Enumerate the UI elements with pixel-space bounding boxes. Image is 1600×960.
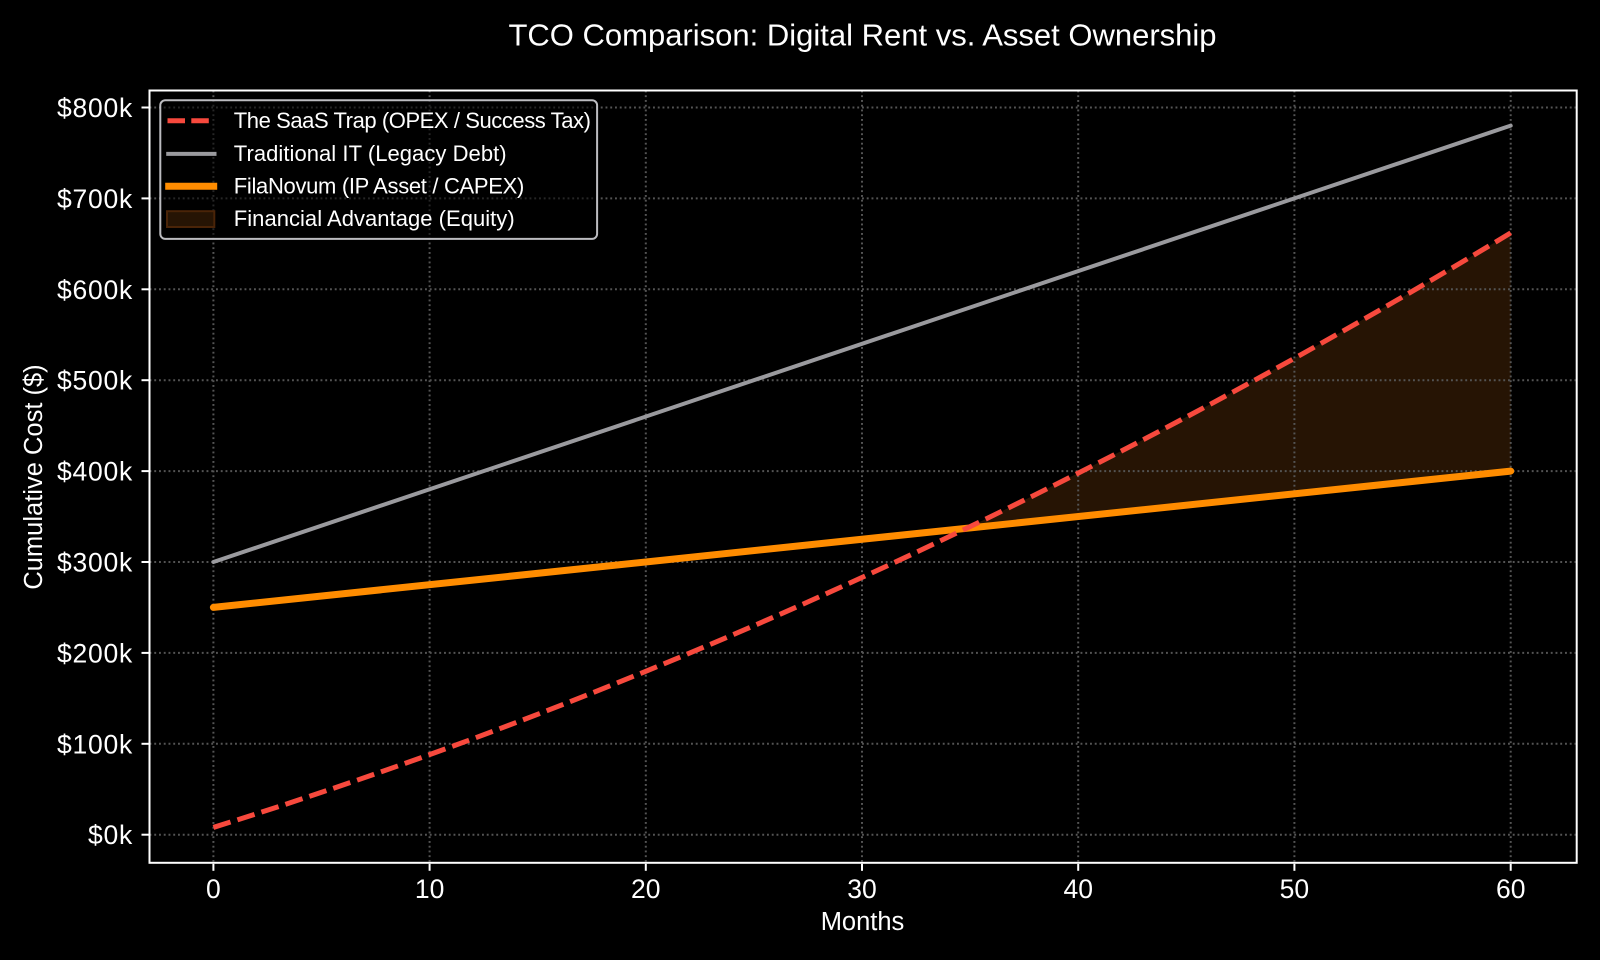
svg-text:30: 30 <box>847 874 876 904</box>
svg-text:40: 40 <box>1063 874 1092 904</box>
svg-text:$700k: $700k <box>57 184 133 214</box>
svg-text:$300k: $300k <box>57 548 133 578</box>
svg-text:Traditional IT (Legacy Debt): Traditional IT (Legacy Debt) <box>234 141 507 166</box>
svg-text:$500k: $500k <box>57 366 133 396</box>
svg-text:$800k: $800k <box>57 93 133 123</box>
svg-text:0: 0 <box>206 874 221 904</box>
svg-text:$400k: $400k <box>57 457 133 487</box>
svg-text:50: 50 <box>1280 874 1309 904</box>
svg-text:FilaNovum (IP Asset / CAPEX): FilaNovum (IP Asset / CAPEX) <box>234 174 524 199</box>
svg-text:$100k: $100k <box>57 729 133 759</box>
svg-text:TCO Comparison: Digital Rent v: TCO Comparison: Digital Rent vs. Asset O… <box>508 18 1216 53</box>
svg-text:$600k: $600k <box>57 275 133 305</box>
svg-text:$200k: $200k <box>57 638 133 668</box>
svg-text:The SaaS Trap (OPEX / Success: The SaaS Trap (OPEX / Success Tax) <box>234 108 591 133</box>
svg-text:Cumulative Cost ($): Cumulative Cost ($) <box>20 364 48 589</box>
svg-text:Financial Advantage (Equity): Financial Advantage (Equity) <box>234 206 515 231</box>
svg-text:$0k: $0k <box>88 820 133 850</box>
svg-text:10: 10 <box>415 874 444 904</box>
svg-text:20: 20 <box>631 874 660 904</box>
svg-text:Months: Months <box>821 908 905 936</box>
svg-text:60: 60 <box>1496 874 1525 904</box>
